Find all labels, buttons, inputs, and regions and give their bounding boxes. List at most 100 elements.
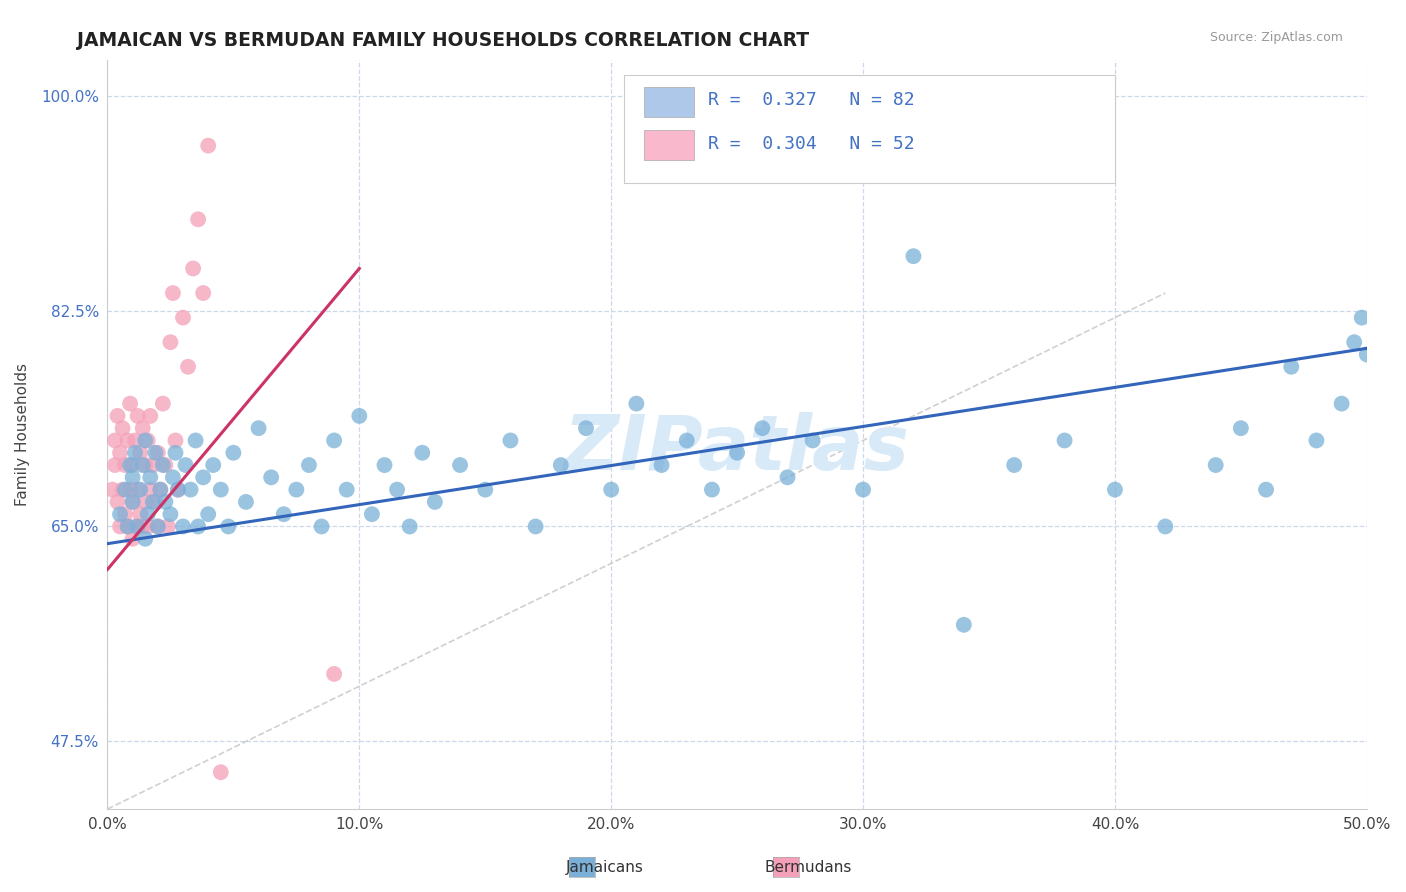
Point <box>361 507 384 521</box>
Point <box>298 458 321 472</box>
Point <box>423 495 446 509</box>
Point <box>1230 421 1253 435</box>
Point <box>142 495 165 509</box>
Point <box>129 446 152 460</box>
Point <box>285 483 308 497</box>
Point <box>852 483 875 497</box>
Point <box>675 434 697 448</box>
Text: R =  0.304   N = 52: R = 0.304 N = 52 <box>709 135 915 153</box>
Point <box>114 458 136 472</box>
Point <box>162 286 184 301</box>
Point <box>235 495 257 509</box>
Point <box>1351 310 1374 325</box>
FancyBboxPatch shape <box>644 130 695 160</box>
Point <box>120 458 142 472</box>
Point <box>1154 519 1177 533</box>
Point <box>197 507 219 521</box>
Point <box>104 458 127 472</box>
Text: Jamaicans: Jamaicans <box>565 860 644 874</box>
Point <box>1279 359 1302 374</box>
Point <box>121 532 143 546</box>
Point <box>1254 483 1277 497</box>
Point <box>801 434 824 448</box>
Point <box>107 409 129 423</box>
Point <box>385 483 408 497</box>
Point <box>134 532 156 546</box>
Point <box>181 261 204 276</box>
Point <box>121 495 143 509</box>
Point <box>191 470 214 484</box>
Text: Source: ZipAtlas.com: Source: ZipAtlas.com <box>1209 31 1343 45</box>
Point <box>474 483 496 497</box>
Point <box>155 458 177 472</box>
Point <box>139 470 162 484</box>
Point <box>247 421 270 435</box>
Point <box>136 507 159 521</box>
Point <box>524 519 547 533</box>
Point <box>167 483 190 497</box>
Point <box>146 519 169 533</box>
Point <box>121 458 143 472</box>
Point <box>124 519 146 533</box>
Point <box>700 483 723 497</box>
Text: ZIPatlas: ZIPatlas <box>564 412 910 486</box>
Point <box>131 421 153 435</box>
Point <box>111 483 134 497</box>
Point <box>260 470 283 484</box>
Point <box>217 519 239 533</box>
Point <box>550 458 572 472</box>
Point <box>139 409 162 423</box>
Point <box>159 335 181 350</box>
Point <box>1053 434 1076 448</box>
Point <box>127 519 149 533</box>
Point <box>111 421 134 435</box>
Point <box>162 470 184 484</box>
Point <box>1104 483 1126 497</box>
Point <box>108 519 131 533</box>
Point <box>776 470 799 484</box>
Point <box>202 458 225 472</box>
Point <box>349 409 371 423</box>
Point <box>575 421 598 435</box>
Point <box>651 458 673 472</box>
Point <box>184 434 207 448</box>
Point <box>209 483 232 497</box>
Point <box>725 446 748 460</box>
Point <box>187 519 209 533</box>
Point <box>174 458 197 472</box>
Point <box>114 507 136 521</box>
FancyBboxPatch shape <box>644 87 695 117</box>
Point <box>191 286 214 301</box>
Point <box>180 483 202 497</box>
FancyBboxPatch shape <box>624 75 1115 183</box>
Point <box>903 249 925 263</box>
Point <box>159 507 181 521</box>
Point <box>149 483 172 497</box>
Point <box>1343 335 1365 350</box>
Point <box>600 483 623 497</box>
Point <box>149 483 172 497</box>
Point <box>336 483 359 497</box>
Point <box>323 434 346 448</box>
Point <box>124 434 146 448</box>
Point <box>120 483 142 497</box>
Point <box>131 458 153 472</box>
Point <box>134 434 156 448</box>
Point <box>165 434 187 448</box>
Point <box>953 617 976 632</box>
Point <box>155 495 177 509</box>
Point <box>398 519 420 533</box>
Point <box>129 507 152 521</box>
Point <box>146 519 169 533</box>
Point <box>1305 434 1327 448</box>
Point <box>117 434 139 448</box>
Point <box>136 434 159 448</box>
Point <box>108 507 131 521</box>
Point <box>1002 458 1025 472</box>
Point <box>131 519 153 533</box>
Point <box>1205 458 1227 472</box>
Point <box>1330 396 1353 410</box>
Point <box>156 519 179 533</box>
Text: R =  0.327   N = 82: R = 0.327 N = 82 <box>709 91 915 109</box>
Point <box>172 310 194 325</box>
